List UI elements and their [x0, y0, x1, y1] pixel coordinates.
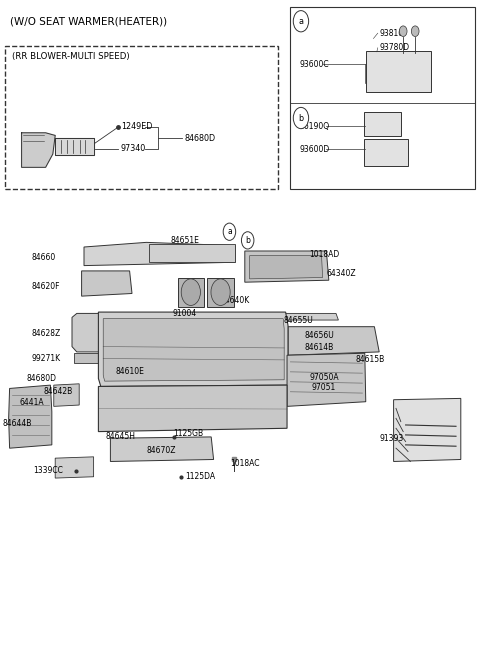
Circle shape	[181, 279, 201, 305]
Polygon shape	[55, 457, 94, 478]
Text: 6441A: 6441A	[19, 398, 44, 407]
Circle shape	[411, 26, 419, 37]
Text: 1018AC: 1018AC	[230, 459, 260, 468]
Text: 99271K: 99271K	[31, 354, 60, 363]
Text: 84651E: 84651E	[170, 236, 199, 245]
Polygon shape	[84, 242, 235, 266]
Text: 84645H: 84645H	[106, 432, 135, 442]
FancyBboxPatch shape	[366, 51, 431, 92]
Polygon shape	[207, 278, 234, 307]
Polygon shape	[149, 244, 235, 262]
Text: 93600C: 93600C	[300, 60, 330, 69]
Polygon shape	[74, 353, 130, 363]
Polygon shape	[22, 133, 55, 167]
Polygon shape	[250, 256, 323, 279]
Text: 84620F: 84620F	[31, 282, 60, 291]
Text: 97340: 97340	[121, 144, 146, 153]
FancyBboxPatch shape	[364, 112, 401, 136]
Polygon shape	[394, 398, 461, 461]
Text: 84628Z: 84628Z	[31, 329, 60, 339]
Text: b: b	[299, 114, 303, 123]
Polygon shape	[55, 138, 94, 155]
Polygon shape	[72, 313, 130, 352]
Circle shape	[223, 223, 236, 240]
Text: 84610E: 84610E	[115, 367, 144, 376]
Text: 84656U: 84656U	[305, 331, 335, 341]
Polygon shape	[178, 278, 204, 307]
Text: 64340Z: 64340Z	[326, 269, 356, 278]
Polygon shape	[288, 327, 379, 355]
Text: b: b	[245, 236, 250, 245]
Circle shape	[399, 26, 407, 37]
Circle shape	[293, 11, 309, 32]
Text: 97051: 97051	[312, 383, 336, 392]
Text: 84680D: 84680D	[185, 133, 216, 143]
Polygon shape	[98, 385, 287, 432]
Polygon shape	[245, 251, 329, 282]
Polygon shape	[54, 384, 79, 406]
Text: 91004: 91004	[173, 309, 197, 318]
Text: 84670Z: 84670Z	[146, 446, 176, 455]
Circle shape	[241, 232, 254, 249]
Polygon shape	[110, 437, 214, 461]
Text: 96190Q: 96190Q	[300, 122, 330, 131]
Text: 84615B: 84615B	[355, 355, 384, 365]
Text: 91393: 91393	[379, 434, 404, 443]
Text: 84660: 84660	[31, 253, 56, 262]
Text: (W/O SEAT WARMER(HEATER)): (W/O SEAT WARMER(HEATER))	[10, 17, 167, 27]
Text: 84644B: 84644B	[2, 419, 32, 428]
Polygon shape	[98, 312, 288, 386]
Text: 97050A: 97050A	[310, 373, 339, 382]
Text: 93780D: 93780D	[379, 43, 409, 52]
Text: 1339CC: 1339CC	[34, 465, 63, 475]
Text: 1018AD: 1018AD	[310, 250, 340, 259]
FancyBboxPatch shape	[364, 139, 408, 166]
Text: 93600D: 93600D	[300, 145, 330, 154]
Circle shape	[293, 108, 309, 129]
Text: 1125DA: 1125DA	[185, 471, 215, 481]
Text: 84655U: 84655U	[283, 315, 313, 325]
Polygon shape	[82, 271, 132, 296]
Text: a: a	[227, 227, 232, 236]
Text: 84614B: 84614B	[305, 343, 334, 352]
Text: 93810: 93810	[379, 29, 403, 38]
Text: a: a	[299, 17, 303, 26]
Text: 1125GB: 1125GB	[173, 429, 203, 438]
Circle shape	[211, 279, 230, 305]
Text: (RR BLOWER-MULTI SPEED): (RR BLOWER-MULTI SPEED)	[12, 52, 130, 61]
Text: 84642B: 84642B	[43, 387, 72, 396]
Polygon shape	[287, 353, 366, 406]
Polygon shape	[125, 313, 338, 320]
Polygon shape	[9, 385, 52, 448]
Polygon shape	[103, 319, 284, 381]
Text: 84640K: 84640K	[221, 295, 250, 305]
Text: 1249ED: 1249ED	[121, 122, 152, 131]
Text: 84680D: 84680D	[26, 374, 57, 383]
